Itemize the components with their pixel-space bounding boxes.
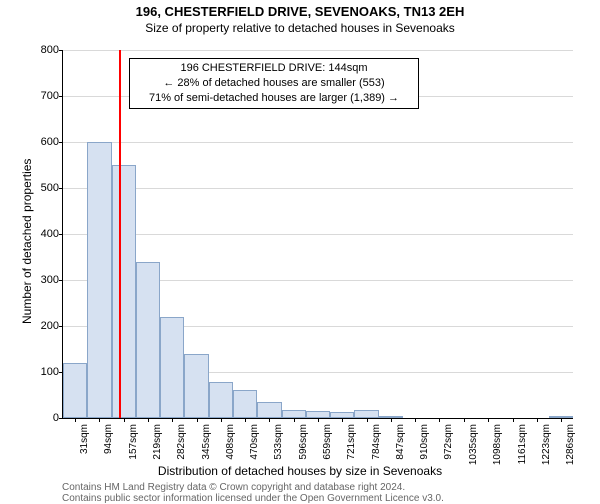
xtick-mark bbox=[294, 418, 295, 422]
xtick-label: 659sqm bbox=[322, 424, 333, 460]
ytick-mark bbox=[59, 326, 63, 327]
page-subtitle: Size of property relative to detached ho… bbox=[0, 21, 600, 35]
xtick-mark bbox=[439, 418, 440, 422]
xtick-label: 157sqm bbox=[128, 424, 139, 460]
xtick-label: 282sqm bbox=[176, 424, 187, 460]
xtick-mark bbox=[75, 418, 76, 422]
xtick-label: 1161sqm bbox=[517, 424, 528, 464]
xtick-mark bbox=[245, 418, 246, 422]
xtick-label: 1035sqm bbox=[468, 424, 479, 465]
histogram-bar bbox=[282, 410, 306, 418]
xtick-mark bbox=[342, 418, 343, 422]
xtick-label: 1223sqm bbox=[541, 424, 552, 465]
xtick-mark bbox=[99, 418, 100, 422]
histogram-bar bbox=[233, 390, 257, 418]
annotation-line2: ← 28% of detached houses are smaller (55… bbox=[136, 76, 412, 91]
xtick-label: 721sqm bbox=[346, 424, 357, 460]
xtick-label: 408sqm bbox=[225, 424, 236, 460]
histogram-bar bbox=[112, 165, 136, 418]
xtick-label: 533sqm bbox=[273, 424, 284, 460]
xtick-label: 910sqm bbox=[419, 424, 430, 460]
ytick-mark bbox=[59, 188, 63, 189]
ytick-mark bbox=[59, 142, 63, 143]
ytick-mark bbox=[59, 96, 63, 97]
page-title: 196, CHESTERFIELD DRIVE, SEVENOAKS, TN13… bbox=[0, 4, 600, 19]
xtick-label: 596sqm bbox=[298, 424, 309, 460]
property-marker-line bbox=[119, 50, 121, 418]
footer-line1: Contains HM Land Registry data © Crown c… bbox=[62, 482, 405, 493]
histogram-bar bbox=[209, 382, 233, 418]
xtick-mark bbox=[561, 418, 562, 422]
ytick-mark bbox=[59, 418, 63, 419]
xtick-mark bbox=[488, 418, 489, 422]
histogram-bar bbox=[160, 317, 184, 418]
chart-container: 010020030040050060070080031sqm94sqm157sq… bbox=[62, 50, 572, 418]
ytick-label: 700 bbox=[19, 90, 59, 102]
gridline bbox=[63, 142, 573, 143]
ytick-mark bbox=[59, 234, 63, 235]
xtick-mark bbox=[464, 418, 465, 422]
gridline bbox=[63, 188, 573, 189]
annotation-box: 196 CHESTERFIELD DRIVE: 144sqm ← 28% of … bbox=[129, 58, 419, 109]
xtick-mark bbox=[367, 418, 368, 422]
histogram-bar bbox=[306, 411, 330, 418]
histogram-bar bbox=[184, 354, 208, 418]
xtick-label: 1098sqm bbox=[492, 424, 503, 465]
xtick-label: 219sqm bbox=[152, 424, 163, 460]
ytick-mark bbox=[59, 50, 63, 51]
ytick-label: 0 bbox=[19, 412, 59, 424]
gridline bbox=[63, 50, 573, 51]
xtick-mark bbox=[124, 418, 125, 422]
xtick-mark bbox=[513, 418, 514, 422]
xtick-mark bbox=[197, 418, 198, 422]
ytick-mark bbox=[59, 280, 63, 281]
annotation-line3: 71% of semi-detached houses are larger (… bbox=[136, 91, 412, 106]
histogram-bar bbox=[63, 363, 87, 418]
xtick-label: 1286sqm bbox=[565, 424, 576, 465]
xtick-label: 345sqm bbox=[201, 424, 212, 460]
xtick-mark bbox=[269, 418, 270, 422]
xtick-label: 94sqm bbox=[103, 424, 114, 454]
annotation-line1: 196 CHESTERFIELD DRIVE: 144sqm bbox=[136, 61, 412, 76]
xtick-label: 784sqm bbox=[371, 424, 382, 460]
xtick-mark bbox=[537, 418, 538, 422]
xtick-mark bbox=[391, 418, 392, 422]
ytick-label: 800 bbox=[19, 44, 59, 56]
histogram-bar bbox=[87, 142, 111, 418]
y-axis-label: Number of detached properties bbox=[20, 159, 34, 324]
histogram-bar bbox=[354, 410, 378, 418]
xtick-label: 31sqm bbox=[79, 424, 90, 454]
xtick-mark bbox=[221, 418, 222, 422]
xtick-mark bbox=[172, 418, 173, 422]
xtick-mark bbox=[415, 418, 416, 422]
xtick-mark bbox=[148, 418, 149, 422]
gridline bbox=[63, 234, 573, 235]
xtick-label: 470sqm bbox=[249, 424, 260, 460]
x-axis-label: Distribution of detached houses by size … bbox=[0, 464, 600, 478]
xtick-mark bbox=[318, 418, 319, 422]
histogram-bar bbox=[136, 262, 160, 418]
histogram-bar bbox=[257, 402, 281, 418]
footer-line2: Contains public sector information licen… bbox=[62, 493, 444, 504]
ytick-label: 600 bbox=[19, 136, 59, 148]
xtick-label: 972sqm bbox=[443, 424, 454, 460]
xtick-label: 847sqm bbox=[395, 424, 406, 460]
ytick-label: 100 bbox=[19, 366, 59, 378]
